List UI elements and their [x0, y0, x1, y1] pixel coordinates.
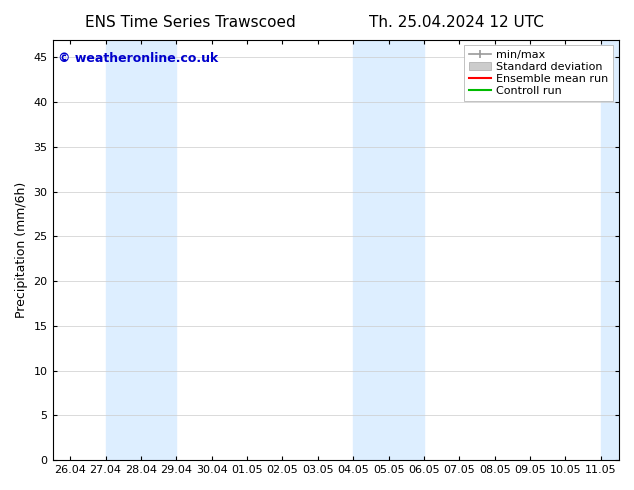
Text: ENS Time Series Trawscoed: ENS Time Series Trawscoed — [85, 15, 295, 30]
Bar — [601, 40, 619, 460]
Bar — [353, 40, 424, 460]
Bar — [106, 40, 176, 460]
Text: Th. 25.04.2024 12 UTC: Th. 25.04.2024 12 UTC — [369, 15, 544, 30]
Y-axis label: Precipitation (mm/6h): Precipitation (mm/6h) — [15, 182, 28, 318]
Legend: min/max, Standard deviation, Ensemble mean run, Controll run: min/max, Standard deviation, Ensemble me… — [464, 45, 613, 100]
Text: © weatheronline.co.uk: © weatheronline.co.uk — [58, 52, 219, 65]
